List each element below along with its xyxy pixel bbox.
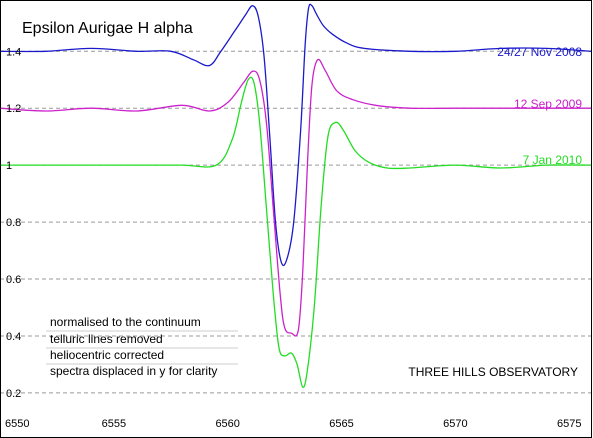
y-tick-label: 0.2 <box>6 388 21 400</box>
series-line-nov-2008 <box>0 3 593 267</box>
note-line-2: telluric lines removed <box>50 332 163 346</box>
x-tick-label: 6555 <box>102 418 126 430</box>
y-tick-label: 1 <box>6 160 12 172</box>
y-tick-label: 0.8 <box>6 217 21 229</box>
series-line-sep-2009 <box>0 58 592 337</box>
series-lines <box>0 3 593 388</box>
x-tick-label: 6565 <box>329 418 353 430</box>
note-line-3: heliocentric corrected <box>50 348 164 362</box>
series-line-jan-2010 <box>0 76 593 388</box>
series-labels: 24/27 Nov 2008 12 Sep 2009 7 Jan 2010 <box>497 45 582 167</box>
y-tick-label: 0.4 <box>6 331 21 343</box>
y-tick-label: 1.4 <box>6 46 21 58</box>
series-label-jan-2010: 7 Jan 2010 <box>523 153 583 167</box>
x-tick-label: 6550 <box>5 418 29 430</box>
x-tick-label: 6570 <box>443 418 467 430</box>
chart-title: Epsilon Aurigae H alpha <box>22 20 193 37</box>
series-label-nov-2008: 24/27 Nov 2008 <box>497 45 582 59</box>
series-label-sep-2009: 12 Sep 2009 <box>514 97 582 111</box>
y-tick-label: 1.2 <box>6 103 21 115</box>
x-tick-label: 6575 <box>557 418 581 430</box>
x-tick-labels: 6550 6555 6560 6565 6570 6575 <box>5 418 581 430</box>
x-tick-label: 6560 <box>215 418 239 430</box>
observatory-credit: THREE HILLS OBSERVATORY <box>408 365 578 379</box>
y-tick-label: 0.6 <box>6 274 21 286</box>
note-line-1: normalised to the continuum <box>50 315 201 329</box>
y-tick-labels: 0.2 0.4 0.6 0.8 1 1.2 1.4 <box>6 46 21 400</box>
note-line-4: spectra displaced in y for clarity <box>50 364 217 378</box>
notes-box: normalised to the continuum telluric lin… <box>46 315 238 378</box>
